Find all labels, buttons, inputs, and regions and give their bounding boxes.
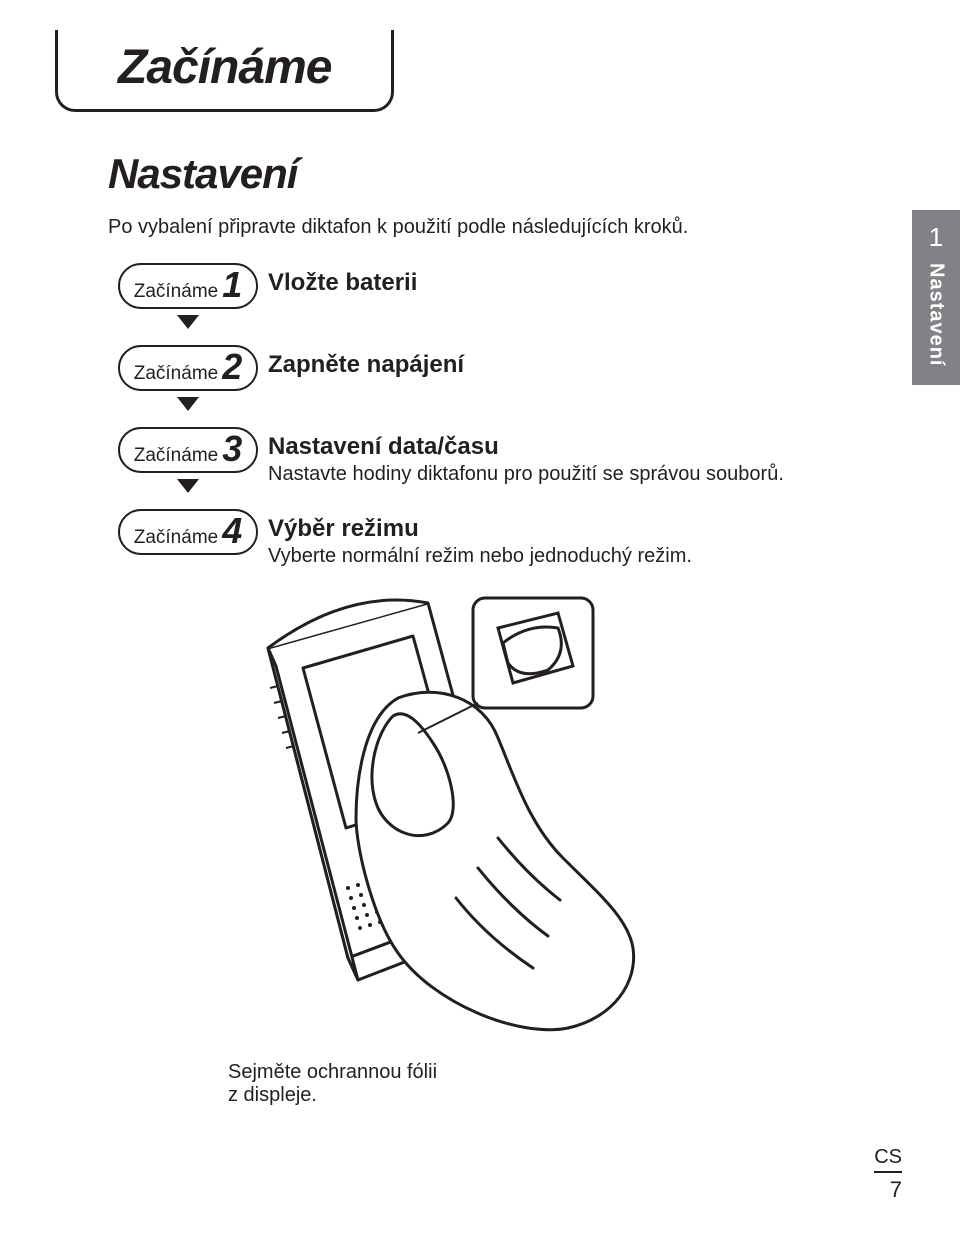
page-footer: CS 7 [874,1146,902,1203]
pill-label: Začínáme [134,281,218,303]
pill-number: 2 [222,349,242,385]
step-pill: Začínáme 2 [118,345,259,391]
step-heading: Výběr režimu [268,515,692,543]
step-heading: Vložte baterii [268,269,417,297]
page-number: 7 [874,1177,902,1203]
side-tab-chapter-number: 1 [912,222,960,253]
pill-number: 3 [222,431,242,467]
caption-line: Sejměte ochrannou fólii [228,1061,902,1084]
pill-label: Začínáme [134,363,218,385]
step-pill: Začínáme 4 [118,509,259,555]
step-subtext: Nastavte hodiny diktafonu pro použití se… [268,463,784,486]
step-pill: Začínáme 3 [118,427,259,473]
chapter-title-box: Začínáme [55,30,394,112]
step-heading: Nastavení data/času [268,433,784,461]
intro-text: Po vybalení připravte diktafon k použití… [108,216,902,239]
side-tab: 1 Nastavení [912,210,960,385]
caption-line: z displeje. [228,1084,902,1107]
section-title: Nastavení [108,150,902,198]
step-row: Začínáme 1 Vložte baterii [108,263,902,337]
device-illustration [198,588,902,1053]
language-code: CS [874,1146,902,1173]
pill-label: Začínáme [134,527,218,549]
illustration-caption: Sejměte ochrannou fólii z displeje. [228,1061,902,1107]
chapter-title: Začínáme [118,40,331,95]
step-subtext: Vyberte normální režim nebo jednoduchý r… [268,545,692,568]
page-root: Začínáme 1 Nastavení Nastavení Po vybale… [0,0,960,1233]
pill-number: 4 [222,513,242,549]
down-arrow-icon [177,397,199,411]
step-heading: Zapněte napájení [268,351,464,379]
step-row: Začínáme 4 Výběr režimu Vyberte normální… [108,509,902,568]
down-arrow-icon [177,479,199,493]
down-arrow-icon [177,315,199,329]
pill-label: Začínáme [134,445,218,467]
pill-number: 1 [222,267,242,303]
step-row: Začínáme 3 Nastavení data/času Nastavte … [108,427,902,501]
steps-list: Začínáme 1 Vložte baterii Začínáme 2 Zap… [108,263,902,568]
side-tab-label: Nastavení [925,263,948,367]
step-row: Začínáme 2 Zapněte napájení [108,345,902,419]
step-pill: Začínáme 1 [118,263,259,309]
